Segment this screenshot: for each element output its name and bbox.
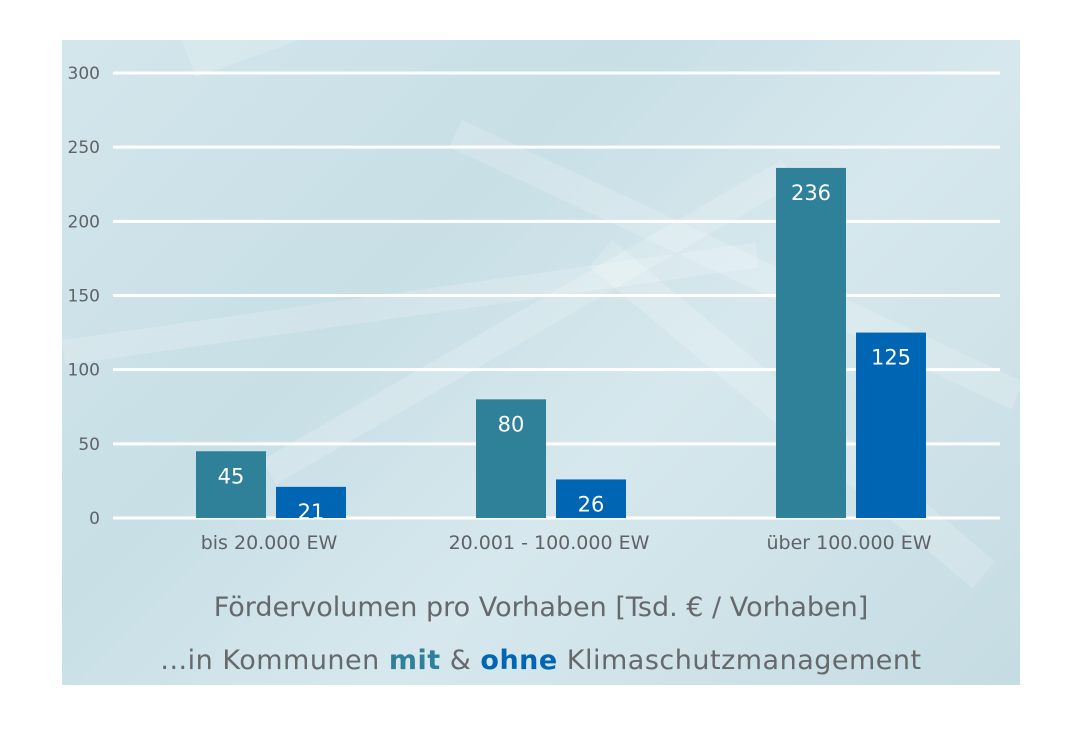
bar-value-label: 236 [791,181,831,205]
y-tick-label: 250 [68,138,100,158]
x-axis-ticks: bis 20.000 EW 20.001 - 100.000 EW über 100… [201,532,932,554]
bar-value-label: 80 [498,412,525,436]
bar-mit-1 [196,451,266,518]
x-tick-label: bis 20.000 EW [201,532,338,554]
bar-mit-3 [776,167,846,518]
bar-mit-2 [476,399,546,518]
bar-ohne-3 [856,332,926,518]
bar-value-label: 21 [298,500,325,524]
y-tick-label: 150 [68,287,100,307]
subtitle-middle: & [440,645,481,676]
subtitle-suffix: Klimaschutzmanagement [557,645,922,676]
subtitle-ohne: ohne [480,645,558,676]
bar-ohne-2 [556,479,626,518]
bar-value-label: 125 [871,346,911,370]
y-axis-ticks: 0 50 100 150 200 250 300 [68,64,100,529]
y-tick-label: 200 [68,212,100,232]
y-tick-label: 100 [68,361,100,381]
y-tick-label: 300 [68,64,100,84]
y-tick-label: 50 [78,435,100,455]
x-tick-label: 20.001 - 100.000 EW [449,532,650,554]
bar-value-label: 45 [218,464,245,488]
y-tick-label: 0 [89,509,100,529]
bar-ohne-1 [276,486,346,518]
chart-title: Fördervolumen pro Vorhaben [Tsd. € / Vor… [213,592,869,623]
subtitle-mit: mit [388,645,441,676]
subtitle-prefix: ...in Kommunen [160,645,389,676]
bar-value-label: 26 [578,492,605,516]
bars: 45 21 80 26 236 125 [196,167,926,524]
chart-subtitle: ...in Kommunen mit & ohne Klimaschutzman… [62,645,1020,676]
x-tick-label: über 100.000 EW [766,532,931,554]
